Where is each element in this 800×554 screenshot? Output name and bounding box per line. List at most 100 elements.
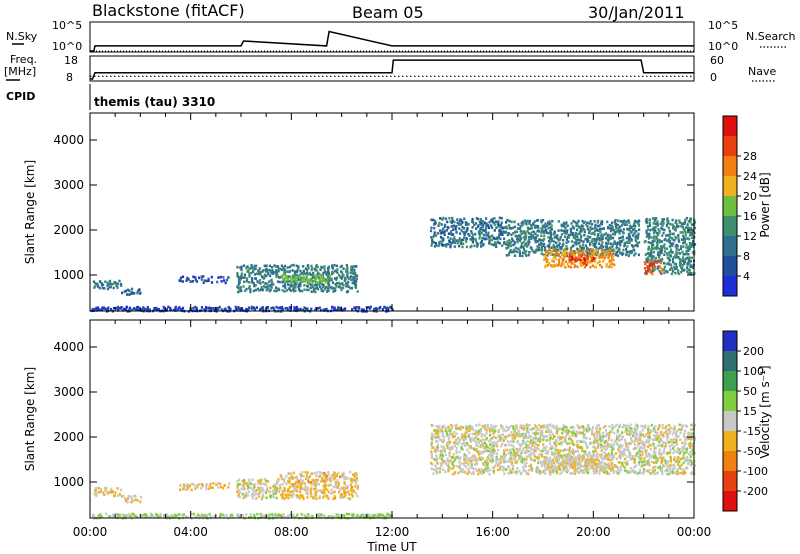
velocity-cell — [678, 471, 681, 475]
power-cell — [687, 268, 690, 271]
velocity-cell — [551, 446, 554, 450]
power-cell — [266, 306, 270, 309]
power-cell — [587, 251, 590, 255]
power-cell — [656, 240, 659, 243]
velocity-cell — [565, 448, 568, 452]
velocity-cell — [581, 449, 584, 453]
power-cell — [513, 242, 516, 246]
velocity-cell — [95, 494, 98, 498]
velocity-cell — [285, 482, 288, 486]
power-cell — [240, 265, 243, 269]
velocity-cell — [448, 446, 452, 450]
power-cell — [255, 272, 258, 275]
velocity-cell — [618, 445, 621, 449]
power-cell — [119, 282, 122, 286]
power-cell — [548, 245, 551, 249]
power-cell — [686, 266, 689, 270]
velocity-cell — [342, 473, 345, 477]
velocity-cell — [511, 448, 514, 451]
velocity-cell — [453, 431, 456, 434]
velocity-cell — [684, 447, 687, 451]
power-cell — [669, 242, 673, 245]
velocity-cell — [525, 458, 528, 461]
velocity-cell — [669, 455, 672, 459]
velocity-cell — [274, 492, 277, 495]
power-cell — [579, 258, 582, 262]
power-cell — [179, 279, 182, 283]
power-cell — [456, 218, 459, 221]
velocity-cell — [652, 442, 655, 446]
power-cell — [668, 229, 671, 233]
velocity-cell — [285, 495, 288, 499]
velocity-cell — [163, 516, 166, 519]
power-cell — [126, 293, 129, 296]
power-cell — [693, 221, 696, 224]
power-cell — [334, 289, 337, 292]
power-cell — [513, 240, 516, 244]
velocity-cell — [572, 443, 575, 446]
power-cell — [269, 274, 272, 278]
velocity-cell — [671, 432, 674, 436]
velocity-cell — [321, 491, 324, 494]
power-cell — [584, 237, 588, 241]
velocity-cell — [492, 432, 495, 435]
velocity-cell — [549, 436, 552, 439]
velocity-cell — [645, 433, 648, 436]
power-cell — [669, 253, 672, 257]
power-cell — [652, 217, 655, 220]
velocity-cell — [318, 515, 321, 518]
power-cell — [282, 284, 285, 288]
power-cell — [648, 266, 651, 269]
power-cell — [681, 225, 685, 229]
velocity-cell — [525, 430, 528, 434]
velocity-cell — [511, 453, 514, 457]
power-cell — [584, 258, 587, 262]
power-cell — [547, 223, 550, 226]
velocity-cell — [510, 424, 513, 428]
velocity-cell — [687, 453, 691, 456]
power-cell — [449, 237, 452, 241]
velocity-cell — [349, 479, 353, 482]
power-cell — [637, 224, 640, 227]
power-cell — [271, 266, 274, 269]
power-cell — [321, 282, 324, 286]
velocity-cell — [519, 453, 522, 456]
velocity-cell — [476, 444, 479, 448]
velocity-cell — [591, 432, 594, 436]
velocity-cell — [637, 452, 640, 455]
velocity-cell — [461, 447, 464, 451]
power-cell — [475, 217, 478, 220]
power-cell — [659, 250, 662, 253]
power-cell — [480, 221, 483, 225]
power-cell — [453, 238, 456, 241]
velocity-cell — [455, 426, 458, 430]
power-cell — [548, 220, 551, 223]
power-cell — [368, 307, 372, 310]
velocity-cell — [638, 449, 641, 453]
velocity-cell — [241, 479, 244, 483]
velocity-cell — [638, 468, 642, 472]
velocity-cell — [533, 453, 536, 457]
power-cell — [311, 285, 314, 289]
power-cell — [552, 253, 555, 256]
power-cell — [341, 275, 344, 278]
velocity-cell — [344, 487, 347, 491]
power-cell — [98, 308, 101, 312]
velocity-cell — [461, 468, 464, 471]
velocity-cell — [659, 433, 662, 437]
velocity-cell — [677, 451, 680, 455]
power-cell — [553, 240, 556, 244]
velocity-cell — [445, 463, 448, 467]
power-cell — [560, 233, 563, 236]
power-cell — [476, 245, 479, 248]
velocity-cell — [493, 449, 496, 452]
power-cell — [485, 226, 488, 230]
velocity-cell — [330, 473, 333, 477]
power-cell — [432, 235, 435, 239]
velocity-cell — [624, 441, 627, 445]
power-cell — [198, 276, 201, 280]
power-cell — [648, 254, 651, 257]
velocity-cell — [660, 430, 663, 434]
velocity-cell — [630, 436, 633, 440]
velocity-cell — [255, 492, 258, 496]
